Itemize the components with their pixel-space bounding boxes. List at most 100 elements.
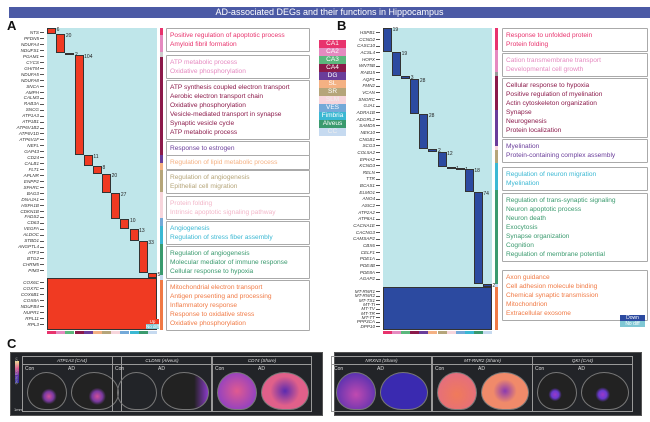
brain-section-con bbox=[217, 372, 257, 410]
gene-title: CD74 (Share) bbox=[213, 357, 311, 365]
region-strip bbox=[410, 331, 420, 334]
gene-label: CNGB1 bbox=[340, 137, 380, 142]
legend-item-ca3: CA3 bbox=[319, 56, 346, 64]
region-color-segment bbox=[495, 190, 498, 284]
region-color-segment bbox=[495, 50, 498, 72]
region-strip bbox=[464, 331, 474, 334]
gene-label: BTG2 bbox=[4, 256, 44, 261]
ad-label: AD bbox=[578, 366, 585, 372]
gene-label: SCG3 bbox=[340, 143, 380, 148]
gene-label: NDUFA4 bbox=[4, 42, 44, 47]
go-term: Mitochondrion bbox=[506, 301, 548, 308]
go-term: Cognition bbox=[506, 242, 534, 249]
region-color-segment bbox=[160, 170, 163, 192]
brain-section-ad bbox=[581, 372, 629, 410]
go-term-box: Regulation of trans-synaptic signaling Ne… bbox=[502, 193, 648, 262]
go-term: Regulation of lipid metabolic process bbox=[170, 159, 278, 166]
gene-label: DNAJA1 bbox=[4, 197, 44, 202]
spatial-subpanel: MT-RNR2 (Share) Con AD bbox=[432, 356, 533, 412]
deg-block bbox=[74, 55, 84, 156]
deg-block bbox=[102, 173, 112, 194]
panel-label-c: C bbox=[7, 336, 17, 351]
deg-count-label: 104 bbox=[84, 54, 93, 61]
go-term: Positive regulation of myelination bbox=[506, 91, 603, 98]
deg-block bbox=[111, 193, 121, 220]
con-label: Con bbox=[115, 366, 125, 372]
deg-block bbox=[464, 169, 474, 192]
deg-count-label: 3 bbox=[410, 74, 414, 81]
gene-label: STBD1 bbox=[4, 238, 44, 243]
legend-nodiff-b: No diff bbox=[620, 321, 645, 327]
gene-label: AQP1 bbox=[340, 77, 380, 82]
shared-gene-label: COX8A bbox=[4, 298, 44, 303]
go-term: Cellular response to hypoxia bbox=[170, 268, 254, 275]
gene-label: RAB3A bbox=[4, 101, 44, 106]
gene-title: CLDN5 (Alveus) bbox=[113, 357, 211, 365]
ad-label: AD bbox=[377, 366, 384, 372]
region-strip bbox=[392, 331, 402, 334]
go-term: Extracellular exosome bbox=[506, 310, 571, 317]
legend-item-alveus: Alveus bbox=[319, 120, 346, 128]
shared-gene-label: MT-RNR1 bbox=[340, 289, 380, 294]
go-term-box: Angiogenesis Regulation of stress fiber a… bbox=[166, 221, 310, 245]
gene-label: NDUFS1 bbox=[4, 48, 44, 53]
go-term: Chemical synaptic transmission bbox=[506, 292, 599, 299]
shared-gene-label: COX6C bbox=[4, 280, 44, 285]
spatial-subpanel: ATP1A3 (CA4) Con AD bbox=[22, 356, 122, 412]
go-term: Response to unfolded protein bbox=[506, 32, 593, 39]
gene-label: TTR bbox=[340, 176, 380, 181]
go-term: Epithelial cell migration bbox=[170, 183, 238, 190]
shared-gene-label: PPP3CA bbox=[340, 319, 380, 324]
scale-bar: 1mm bbox=[14, 407, 23, 412]
gene-label: NEK10 bbox=[340, 130, 380, 135]
go-term: Protein localization bbox=[506, 127, 562, 134]
deg-block bbox=[392, 51, 402, 76]
legend-item-ca1: CA1 bbox=[319, 40, 346, 48]
deg-block bbox=[446, 166, 456, 169]
gene-label: CDKN1B bbox=[4, 209, 44, 214]
go-term: Neuron death bbox=[506, 215, 546, 222]
gene-label: NDUFA8 bbox=[4, 78, 44, 83]
legend-item-slm: SLM bbox=[319, 96, 346, 104]
brain-section-con bbox=[336, 372, 376, 410]
go-term: Intrinsic apoptotic signaling pathway bbox=[170, 209, 276, 216]
gene-title: MT-RNR2 (Share) bbox=[433, 357, 532, 365]
brain-section-con bbox=[27, 372, 67, 410]
deg-count-label: 2 bbox=[492, 283, 496, 290]
region-strip bbox=[56, 331, 66, 334]
deg-block bbox=[482, 284, 492, 287]
ad-label: AD bbox=[158, 366, 165, 372]
go-term: ATP synthesis coupled electron transport bbox=[170, 84, 290, 91]
go-term: Response to estrogen bbox=[170, 145, 235, 152]
deg-count-label: 2 bbox=[438, 148, 441, 154]
deg-count-label: 6 bbox=[56, 27, 60, 33]
gene-label: CHRM5 bbox=[4, 262, 44, 267]
gene-label: CYCS bbox=[4, 60, 44, 65]
gene-label: FADS2 bbox=[4, 214, 44, 219]
gene-label: CD24 bbox=[4, 155, 44, 160]
go-term: Myelination bbox=[506, 180, 540, 187]
shared-gene-label: RPL11 bbox=[4, 316, 44, 321]
go-term-box: Myelination Protein-containing complex as… bbox=[502, 139, 648, 163]
shared-gene-label: COX6B1 bbox=[4, 292, 44, 297]
region-strip bbox=[120, 331, 130, 334]
region-color-segment bbox=[160, 52, 163, 57]
region-color-segment bbox=[160, 163, 163, 170]
go-term-box: Regulation of angiogenesis Molecular medi… bbox=[166, 246, 310, 279]
gene-label: BAG3 bbox=[4, 191, 44, 196]
go-term: Antigen presenting and processing bbox=[170, 293, 272, 300]
go-term: Molecular mediator of immune response bbox=[170, 259, 288, 266]
gene-label: SAMD5 bbox=[340, 123, 380, 128]
gene-label: FLT1 bbox=[4, 167, 44, 172]
ad-label: AD bbox=[68, 366, 75, 372]
go-term: Synaptic vesicle cycle bbox=[170, 120, 235, 127]
gene-label: SNORC bbox=[340, 97, 380, 102]
region-strip bbox=[111, 331, 121, 334]
gene-label: WNT5B bbox=[340, 63, 380, 68]
go-term: Myelination bbox=[506, 143, 540, 150]
panel-label-a: A bbox=[7, 18, 17, 33]
brain-section-ad bbox=[261, 372, 309, 410]
region-color-segment bbox=[495, 76, 498, 110]
region-color-segment bbox=[495, 28, 498, 50]
deg-block bbox=[147, 273, 157, 278]
